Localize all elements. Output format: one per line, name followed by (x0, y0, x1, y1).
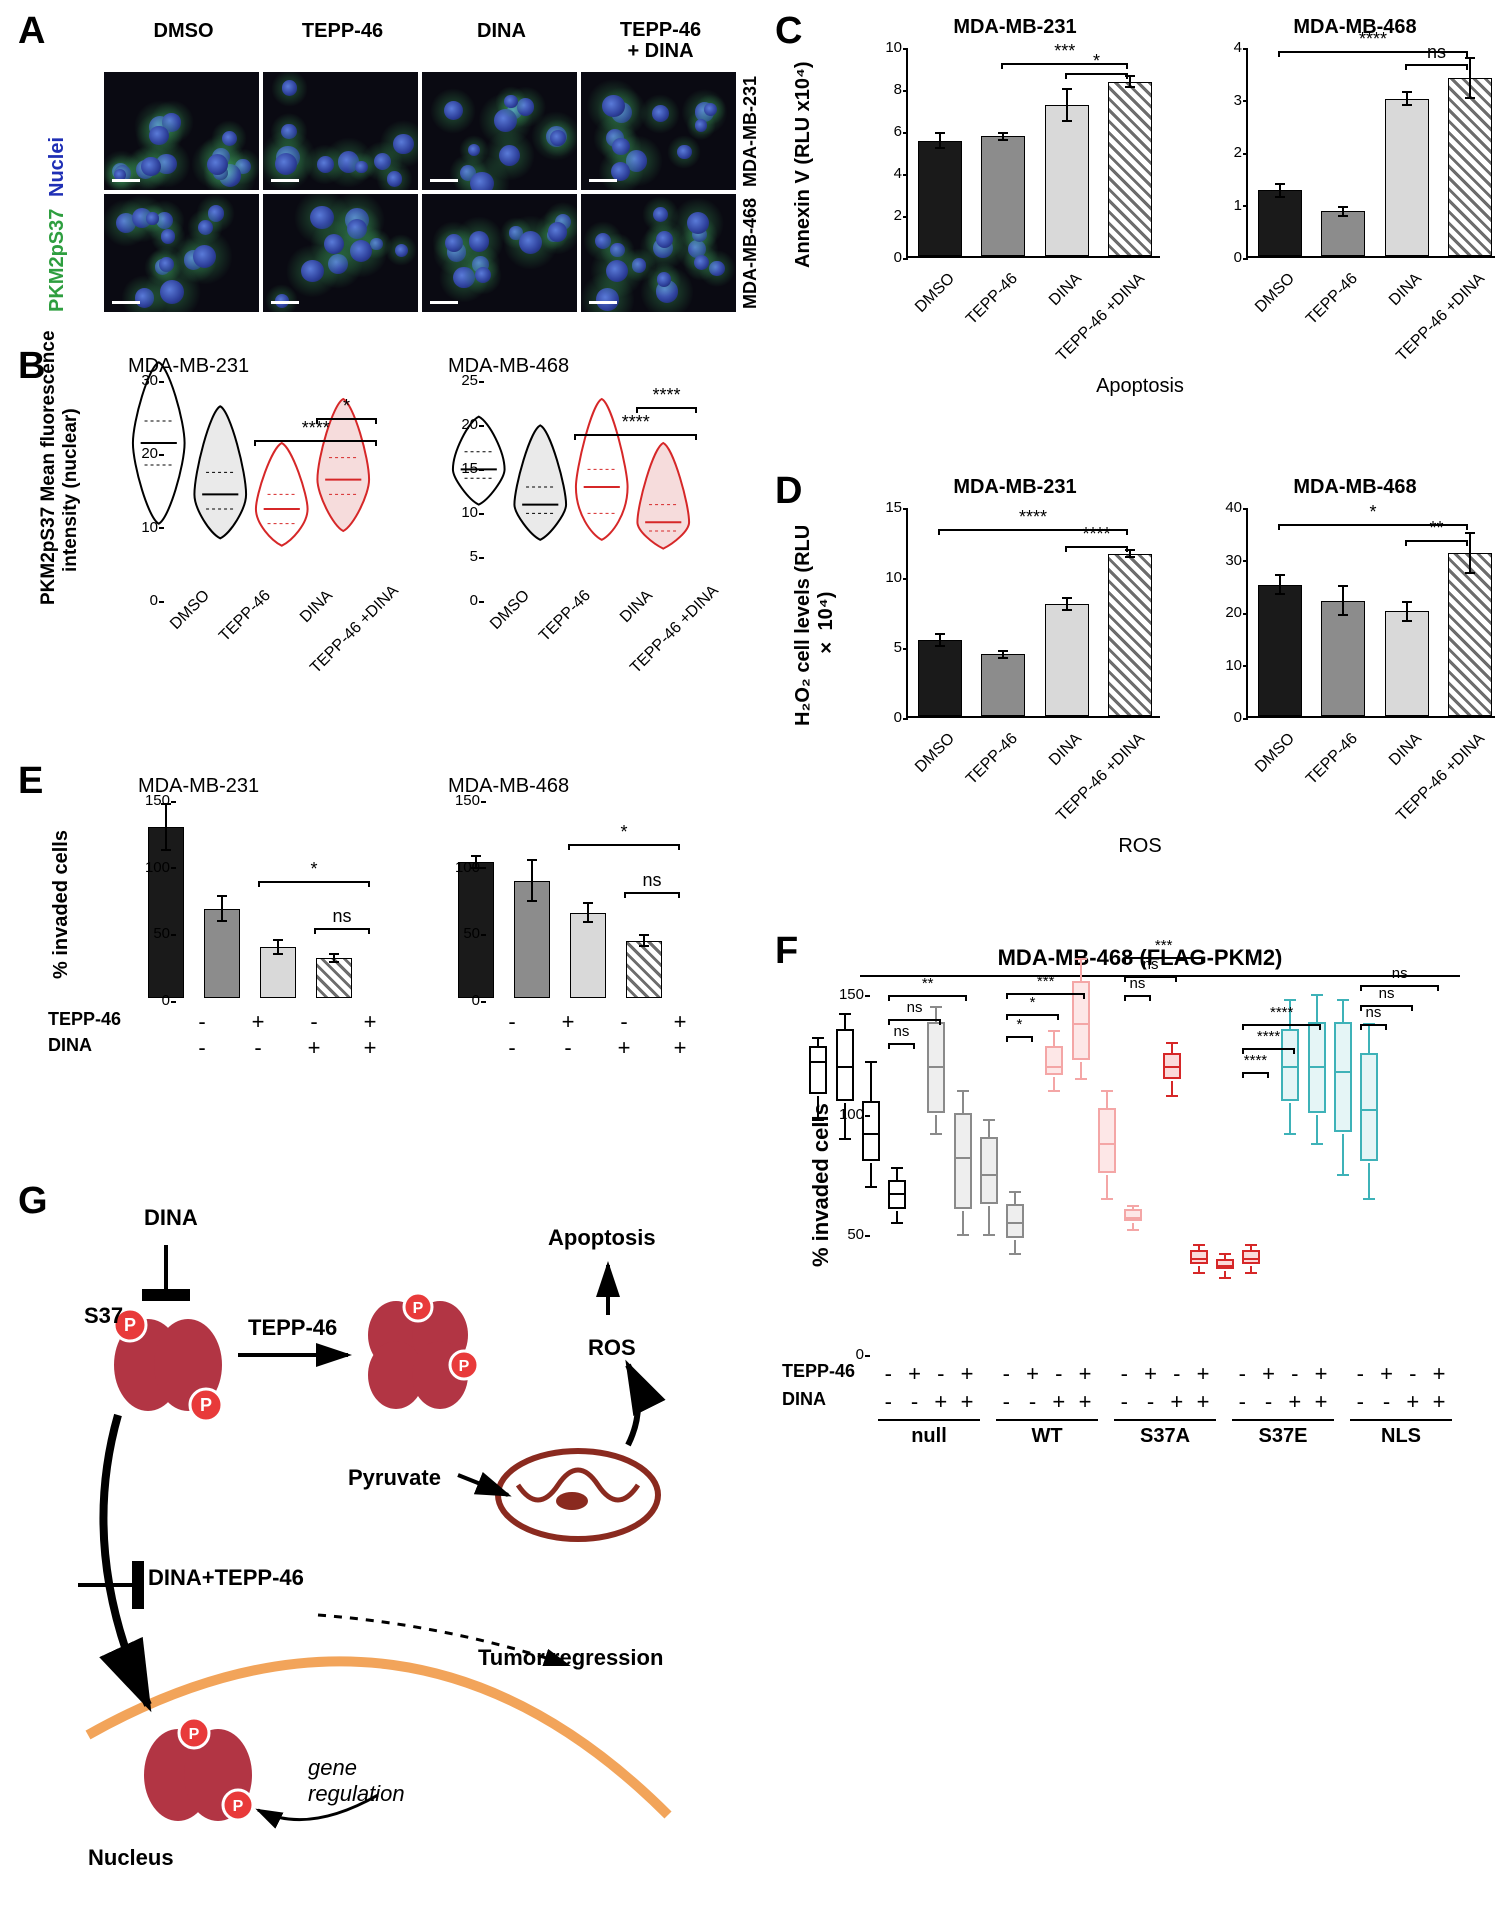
y-tick: 20 (1212, 604, 1242, 621)
g-label-tumor: Tumor regression (478, 1645, 663, 1671)
panel-label-c: C (775, 10, 802, 53)
g-label-s37: S37 (84, 1303, 123, 1329)
panel-d: H₂O₂ cell levels (RLU × 10⁴)MDA-MB-231DM… (800, 480, 1480, 900)
bar (1448, 78, 1492, 257)
microscopy-image (422, 72, 577, 190)
panel-label-e: E (18, 760, 43, 803)
panel-label-f: F (775, 930, 798, 973)
y-tick: 3 (1212, 92, 1242, 109)
panel-c: Annexin V (RLU x10⁴)MDA-MB-231DMSOTEPP-4… (800, 20, 1480, 440)
y-tick: 2 (1212, 144, 1242, 161)
bar (1385, 611, 1429, 716)
figure-root: A DMSO TEPP-46 DINA TEPP-46 + DINA PKM2p… (0, 0, 1495, 1920)
panel-label-d: D (775, 470, 802, 513)
g-label-ros: ROS (588, 1335, 636, 1361)
bar (1045, 105, 1089, 256)
y-tick: 10 (872, 39, 902, 56)
g-label-combo: DINA+TEPP-46 (148, 1565, 304, 1591)
bar (1108, 82, 1152, 256)
svg-text:P: P (189, 1726, 200, 1743)
panel-b: PKM2pS37 Mean fluorescence intensity (nu… (48, 355, 748, 725)
bar (981, 654, 1025, 716)
y-tick: 0 (1212, 709, 1242, 726)
panel-f: MDA-MB-468 (FLAG-PKM2)% invaded cells050… (800, 945, 1480, 1585)
y-tick: 0 (872, 249, 902, 266)
bar (918, 640, 962, 716)
y-axis-label: Annexin V (RLU x10⁴) (792, 60, 815, 270)
col-hdr: TEPP-46 (265, 20, 420, 72)
bar (1258, 190, 1302, 256)
panel-label-g: G (18, 1180, 48, 1223)
col-hdr: DMSO (106, 20, 261, 72)
col-hdr: TEPP-46 + DINA (583, 20, 738, 72)
panel-g: P P P P P P (48, 1195, 748, 1885)
bar (981, 136, 1025, 256)
legend-nuclei: Nuclei (46, 137, 68, 197)
panel-footer: Apoptosis (800, 375, 1480, 398)
svg-text:P: P (124, 1315, 136, 1335)
y-tick: 15 (872, 499, 902, 516)
bar (918, 141, 962, 257)
g-label-pyruvate: Pyruvate (348, 1465, 441, 1491)
bar (1321, 211, 1365, 256)
y-tick: 4 (872, 165, 902, 182)
bar (1385, 99, 1429, 257)
chart-title: MDA-MB-468 (1210, 476, 1495, 499)
g-label-tepp: TEPP-46 (248, 1315, 337, 1341)
g-label-apoptosis: Apoptosis (548, 1225, 656, 1251)
y-tick: 1 (1212, 197, 1242, 214)
svg-text:P: P (413, 1300, 424, 1317)
microscopy-image (263, 194, 418, 312)
row-hdr: MDA-MB-231 (740, 72, 761, 190)
y-tick: 40 (1212, 499, 1242, 516)
y-tick: 4 (1212, 39, 1242, 56)
microscopy-grid (104, 72, 736, 312)
microscopy-image (104, 194, 259, 312)
row-hdr: MDA-MB-468 (740, 194, 761, 312)
panel-a: DMSO TEPP-46 DINA TEPP-46 + DINA PKM2pS3… (70, 20, 770, 312)
bar (1108, 554, 1152, 716)
svg-text:P: P (233, 1798, 244, 1815)
y-tick: 2 (872, 207, 902, 224)
microscopy-image (422, 194, 577, 312)
g-label-nucleus: Nucleus (88, 1845, 174, 1871)
y-tick: 0 (872, 709, 902, 726)
chart-title: MDA-MB-231 (870, 476, 1160, 499)
panel-e: % invaded cellsMDA-MB-231050100150*ns-+-… (48, 775, 748, 1135)
y-axis-label: PKM2pS37 Mean fluorescence intensity (nu… (38, 375, 82, 605)
bar (1045, 604, 1089, 716)
y-tick: 5 (872, 639, 902, 656)
svg-text:P: P (459, 1358, 470, 1375)
y-tick: 6 (872, 123, 902, 140)
microscopy-image (104, 72, 259, 190)
y-tick: 10 (1212, 657, 1242, 674)
y-tick: 8 (872, 81, 902, 98)
svg-text:P: P (200, 1395, 212, 1415)
bar (1258, 585, 1302, 716)
y-axis-label: H₂O₂ cell levels (RLU × 10⁴) (792, 520, 838, 730)
col-hdr: DINA (424, 20, 579, 72)
panel-label-a: A (18, 10, 45, 53)
y-tick: 30 (1212, 552, 1242, 569)
legend-pkm2: PKM2pS37 (46, 209, 68, 312)
microscopy-image (581, 194, 736, 312)
y-tick: 0 (1212, 249, 1242, 266)
microscopy-image (263, 72, 418, 190)
bar (1448, 553, 1492, 716)
bar (1321, 601, 1365, 717)
microscopy-image (581, 72, 736, 190)
panel-footer: ROS (800, 835, 1480, 858)
chart-title: MDA-MB-231 (870, 16, 1160, 39)
y-tick: 10 (872, 569, 902, 586)
g-label-dina: DINA (144, 1205, 198, 1231)
